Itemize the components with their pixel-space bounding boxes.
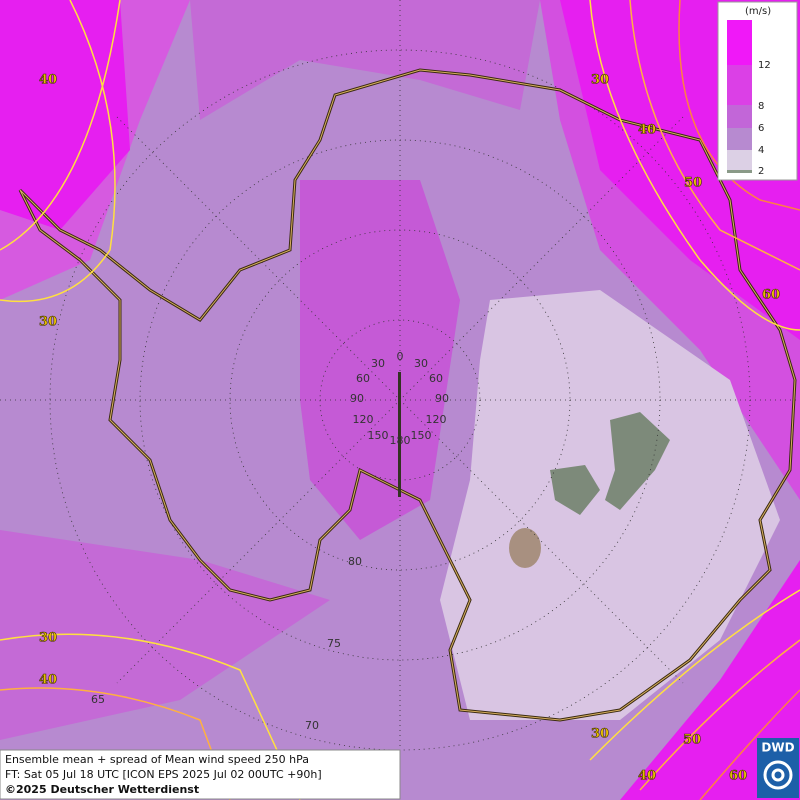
contour-label: 30 xyxy=(591,727,609,742)
contour-label: 40 xyxy=(638,769,656,784)
contour-label: 60 xyxy=(762,288,780,303)
logo-icon xyxy=(763,760,793,790)
legend-level: 12 xyxy=(758,60,771,71)
legend-unit: (m/s) xyxy=(745,6,771,17)
graticule-label: 0 xyxy=(397,350,404,363)
footer-copyright: ©2025 Deutscher Wetterdienst xyxy=(5,783,199,796)
graticule-label: 65 xyxy=(91,693,105,706)
legend-swatch xyxy=(727,128,752,150)
wind-field xyxy=(300,180,460,540)
contour-label: 30 xyxy=(39,631,57,646)
coastline xyxy=(19,69,796,721)
graticule-label: 180 xyxy=(390,434,411,447)
contour-label: 40 xyxy=(39,673,57,688)
graticule-label: 90 xyxy=(435,392,449,405)
graticule-label: 150 xyxy=(411,429,432,442)
legend-level: 6 xyxy=(758,123,764,134)
wind-field xyxy=(190,0,540,120)
graticule-label: 120 xyxy=(353,413,374,426)
graticule-label: 120 xyxy=(426,413,447,426)
legend-swatch xyxy=(727,105,752,128)
contour-label: 30 xyxy=(591,73,609,88)
graticule-label: 70 xyxy=(305,719,319,732)
graticule-label: 90 xyxy=(350,392,364,405)
logo: DWD xyxy=(757,738,799,798)
contour-label: 40 xyxy=(39,73,57,88)
footer-box xyxy=(0,749,401,800)
graticule-label: 75 xyxy=(327,637,341,650)
logo-text: DWD xyxy=(761,741,794,755)
legend-level: 4 xyxy=(758,145,764,156)
pole-bar xyxy=(398,372,401,497)
graticule-label: 60 xyxy=(356,372,370,385)
graticule-label: 80 xyxy=(348,555,362,568)
wind-field xyxy=(620,560,800,800)
legend-level: 8 xyxy=(758,101,764,112)
wind-field xyxy=(0,0,130,230)
wind-field xyxy=(0,530,330,740)
legend-swatch xyxy=(727,150,752,170)
graticule-label: 60 xyxy=(429,372,443,385)
graticule-label: 150 xyxy=(368,429,389,442)
legend-swatch xyxy=(727,170,752,173)
graticule-label: 30 xyxy=(414,357,428,370)
contour-label: 50 xyxy=(684,176,702,191)
legend-swatch xyxy=(727,20,752,65)
logo-icon xyxy=(771,768,785,782)
contour-label: 40 xyxy=(638,123,656,138)
contour-label: 50 xyxy=(683,733,701,748)
spread-field xyxy=(509,528,541,568)
graticule-label: 30 xyxy=(371,357,385,370)
legend-swatch xyxy=(727,65,752,105)
footer-title: Ensemble mean + spread of Mean wind spee… xyxy=(5,753,309,766)
spread-field xyxy=(605,412,670,510)
contour-label: 30 xyxy=(39,315,57,330)
contour-label: 60 xyxy=(729,769,747,784)
legend: (m/s) 12 8 6 4 2 xyxy=(717,1,798,181)
footer: Ensemble mean + spread of Mean wind spee… xyxy=(0,749,401,800)
legend-level: 2 xyxy=(758,166,764,177)
footer-time: FT: Sat 05 Jul 18 UTC [ICON EPS 2025 Jul… xyxy=(5,768,322,781)
spread-field xyxy=(550,465,600,515)
wind-field xyxy=(440,290,780,720)
